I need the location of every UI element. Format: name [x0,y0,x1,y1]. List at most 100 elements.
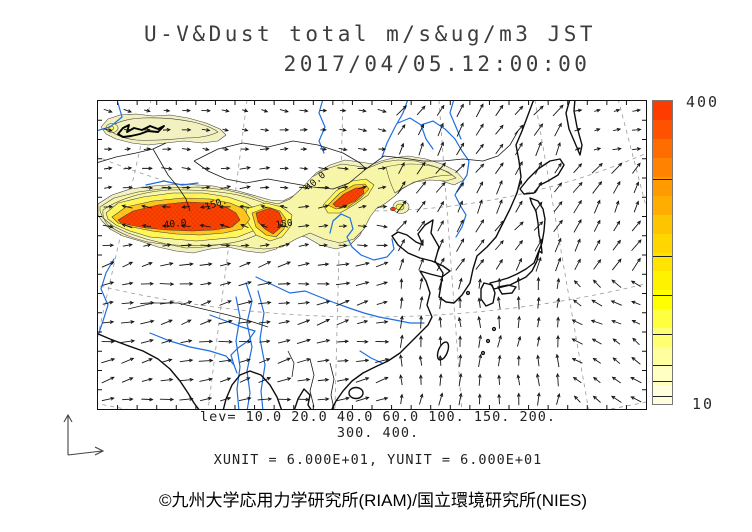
wind-arrow [298,243,310,247]
wind-arrow [592,180,603,194]
wind-arrow [435,181,446,193]
wind-arrow [278,339,291,344]
wind-arrow [141,224,152,228]
wind-arrow [101,396,115,402]
wind-arrow [358,108,367,113]
wind-arrow [198,358,214,363]
wind-arrow [121,357,135,364]
wind-arrow [163,127,172,132]
colorbar-level-tick [653,334,672,336]
colorbar-segment [653,328,672,348]
wind-arrow [200,243,212,248]
wind-arrow [515,180,523,195]
wind-arrow [338,243,348,248]
wind-arrow [161,204,171,209]
wind-arrow [160,319,173,325]
wind-arrow [181,205,190,209]
wind-arrow [475,258,485,270]
wind-arrow [181,147,192,152]
wind-arrow [556,334,560,348]
wind-arrow [258,300,272,305]
island-hokkaido [519,158,565,195]
wind-arrow [437,122,444,137]
wind-arrow [554,162,562,174]
wind-arrow [320,147,328,151]
wind-arrow [257,281,273,286]
wind-arrow [297,262,310,267]
dust-core-gobi [255,207,283,235]
wind-arrow [279,204,288,209]
wind-arrow [517,315,521,329]
wind-arrow [337,358,349,363]
wind-arrow [475,163,485,173]
wind-arrow [555,141,561,156]
coastline-east-asia [331,101,534,409]
wind-arrow [355,261,370,267]
wind-arrow [376,224,388,229]
wind-arrow [495,124,504,135]
wind-arrow [555,353,560,368]
wind-arrow [516,355,521,366]
wind-arrow [475,239,485,252]
contour-line [107,117,219,141]
river-amur [397,117,470,238]
wind-arrow [478,278,482,289]
wind-arrow [458,297,462,309]
wind-arrow [218,319,233,325]
wind-arrow [161,224,171,228]
wind-arrow [103,108,113,113]
wind-arrow [336,396,350,402]
wind-arrow [515,200,523,213]
wind-arrow [535,373,540,387]
river-ganges [149,332,235,366]
wind-arrow [556,393,561,405]
wind-arrow [358,128,368,133]
wind-arrow [611,319,622,325]
wind-arrow [533,123,544,136]
wind-arrow [592,279,601,288]
colorbar-segment [653,176,672,196]
wind-arrow [419,315,423,329]
wind-arrow [278,320,291,324]
wind-arrow [534,181,542,194]
border-mongolia-north [193,140,367,170]
wind-arrow [317,378,330,382]
wind-arrow [591,299,603,307]
wind-arrow [239,339,252,344]
wind-arrow [259,243,270,247]
colorbar-segment [653,309,672,329]
wind-arrow [179,397,194,401]
wind-arrow [319,108,328,113]
wind-arrow [477,315,482,328]
wind-arrow [199,377,213,382]
wind-arrow [277,397,292,402]
wind-arrow [495,104,504,117]
wind-arrow [475,219,485,233]
wind-arrow [103,128,113,132]
wind-arrow [162,243,172,247]
wind-arrow [102,224,114,229]
wind-arrow [632,337,640,346]
colorbar-segment [653,195,672,215]
wind-arrow [375,358,390,364]
wind-arrow [123,166,133,171]
wind-arrow [179,282,194,286]
wind-arrow [592,395,601,403]
plot-timestamp: 2017/04/05.12:00:00 [283,52,591,76]
wind-arrow [555,257,562,272]
wind-arrow [572,376,582,384]
wind-arrow [438,335,443,347]
wind-arrow [458,392,463,406]
wind-arrow [612,338,621,345]
wind-arrow [142,166,153,171]
wind-arrow [161,166,173,171]
wind-arrow [514,221,524,231]
wind-arrow [399,354,403,367]
wind-arrow [123,108,133,113]
wind-arrow [456,103,464,118]
island-sakhalin [565,101,583,156]
river-yellow [329,213,395,261]
colorbar-segment [653,290,672,310]
wind-arrow [535,141,542,157]
